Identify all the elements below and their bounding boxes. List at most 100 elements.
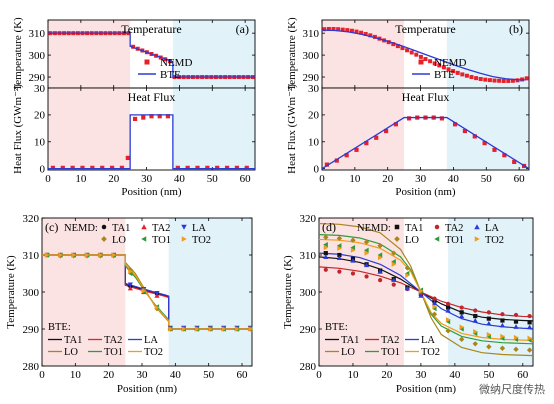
- nemd-point: [446, 67, 451, 72]
- x-tick-label: 60: [237, 369, 249, 381]
- nemd-point: [372, 34, 377, 39]
- nemd-point: [441, 65, 446, 70]
- legend-label-to1: TO1: [445, 235, 464, 246]
- nemd-point: [510, 78, 515, 83]
- nemd-point-ta1: [337, 252, 342, 258]
- y-tick-label: 320: [300, 213, 317, 225]
- y-tick-label: 300: [29, 50, 46, 62]
- nemd-point: [165, 114, 171, 119]
- x-tick-label: 10: [70, 369, 82, 381]
- y-tick-label: 300: [300, 287, 317, 299]
- nemd-point-la: [377, 269, 383, 274]
- nemd-point: [418, 54, 423, 59]
- bte-line-to2: [42, 254, 252, 330]
- y-axis-label: Temperature (K): [12, 17, 24, 91]
- nemd-point-lo: [363, 239, 370, 245]
- x-tick-label: 30: [415, 369, 427, 381]
- y-tick-label: 290: [300, 324, 317, 336]
- x-tick-label: 10: [75, 173, 87, 185]
- nemd-point-to1: [350, 245, 356, 251]
- nemd-point-ta2: [378, 278, 383, 283]
- nemd-point: [141, 115, 146, 120]
- legend-label-la: LA: [485, 223, 499, 234]
- nemd-point: [326, 26, 331, 31]
- nemd-point: [464, 73, 469, 78]
- bte-line: [48, 32, 255, 78]
- nemd-point-ta2: [337, 269, 342, 274]
- y-tick-label: 20: [34, 110, 46, 122]
- nemd-point: [119, 165, 125, 170]
- y-tick-label: 30: [308, 83, 320, 95]
- legend-label-ta1: TA1: [405, 223, 423, 234]
- nemd-point-ta2: [350, 271, 356, 276]
- nemd-point-ta2: [432, 296, 437, 301]
- nemd-point: [428, 59, 433, 64]
- bte-line: [321, 29, 526, 81]
- nemd-point-to2: [513, 334, 519, 341]
- nemd-point: [363, 32, 368, 37]
- legend-label-bte: BTE: [160, 69, 181, 81]
- legend-marker-nemd: [418, 59, 424, 65]
- nemd-point: [359, 30, 364, 35]
- x-axis-label: Position (nm): [117, 383, 178, 395]
- legend-marker-lo: [394, 236, 400, 242]
- legend-marker-la: [474, 224, 480, 230]
- nemd-point-la: [127, 282, 133, 288]
- legend-label-nemd: NEMD: [434, 57, 466, 69]
- nemd-point-lo: [350, 237, 356, 243]
- nemd-point: [383, 128, 389, 134]
- x-tick-label: 50: [207, 173, 219, 185]
- y-tick-label: 320: [23, 213, 40, 225]
- nemd-point: [149, 114, 154, 119]
- nemd-point: [492, 78, 497, 83]
- nemd-point-to1: [323, 242, 328, 248]
- shaded-region: [48, 88, 131, 170]
- panel-d: 280 290 300 310 320 0 10 20 30 40 50 60 (d) Temperatu…: [282, 213, 534, 395]
- nemd-point: [322, 27, 327, 32]
- nemd-point-ta2: [527, 313, 532, 319]
- nemd-point: [368, 33, 373, 38]
- nemd-point: [502, 153, 507, 158]
- nemd-point: [234, 165, 240, 170]
- nemd-point-ta1: [500, 318, 505, 323]
- y-tick-label: 310: [300, 250, 317, 262]
- y-axis-label: Temperature (K): [282, 255, 294, 329]
- nemd-point-to1: [391, 259, 396, 265]
- legend-title-nemd: NEMD:: [64, 223, 98, 234]
- legend-label-la: LA: [192, 223, 206, 234]
- nemd-point-to2: [154, 304, 160, 311]
- nemd-point-to1: [377, 252, 383, 258]
- nemd-point-ta2: [323, 267, 328, 272]
- x-tick-label: 60: [517, 369, 529, 381]
- nemd-point: [60, 165, 65, 170]
- y-tick-label: 20: [308, 110, 320, 122]
- nemd-point: [224, 165, 230, 170]
- nemd-point-lo: [391, 250, 397, 256]
- subplot-heat-flux: 0 10 20 30 0 10 20 30 40 50 60 Heat Flux Heat Flux (…: [286, 83, 530, 185]
- nemd-point-lo: [486, 344, 492, 350]
- subplot-heat-flux: 0 10 20 30 0 10 20 30 40 50 60 Heat Flux Heat Flux (…: [12, 83, 256, 185]
- nemd-point: [501, 78, 506, 83]
- legend-label-bte: BTE: [434, 69, 455, 81]
- nemd-point-ta2: [486, 310, 491, 315]
- x-tick-label: 50: [481, 173, 493, 185]
- subplot-title: Heat Flux: [128, 90, 176, 104]
- nemd-point-lo: [499, 345, 506, 351]
- nemd-point-ta2: [459, 305, 464, 310]
- nemd-point: [185, 165, 190, 170]
- nemd-point-to1: [336, 243, 342, 249]
- nemd-point-la: [404, 285, 410, 291]
- nemd-point-to2: [364, 250, 370, 256]
- legend-label-nemd: NEMD: [160, 57, 192, 69]
- legend-nemd: NEMD: TA1 TA2 LA LO TO1 TO2: [357, 223, 504, 246]
- bte-line: [48, 114, 255, 170]
- nemd-point-la: [472, 317, 478, 323]
- y-tick-label: 10: [308, 137, 320, 149]
- nemd-point: [400, 46, 405, 51]
- nemd-point-to2: [71, 252, 77, 258]
- legend-marker-to1: [434, 236, 440, 242]
- nemd-point: [393, 122, 399, 127]
- y-tick-label: 300: [303, 50, 320, 62]
- nemd-point: [244, 165, 249, 170]
- y-tick-label: 300: [23, 287, 40, 299]
